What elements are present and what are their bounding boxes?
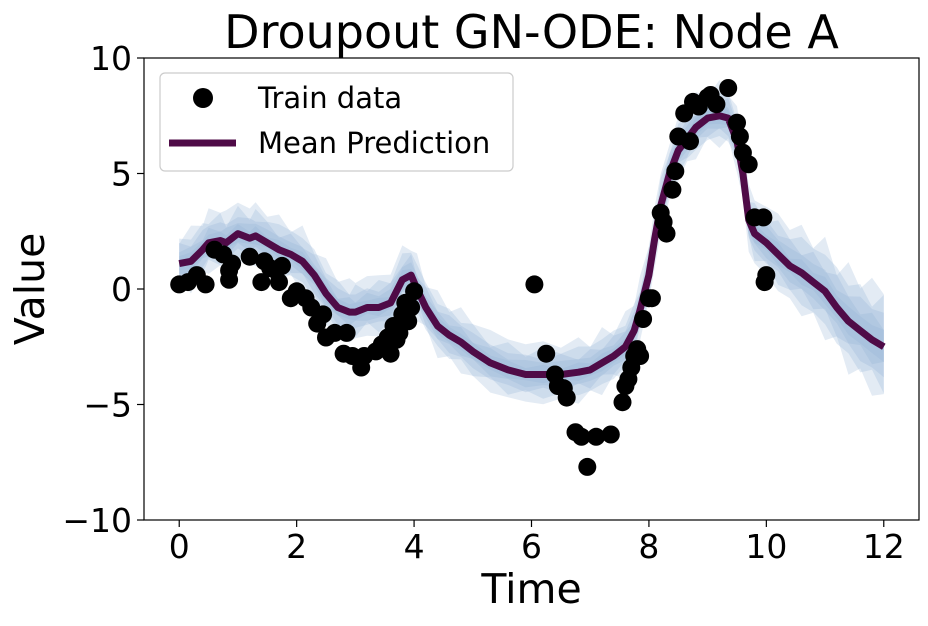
- train-data-point: [730, 127, 749, 146]
- y-axis-ticks: 10 5 0 −5 −10: [62, 39, 144, 540]
- train-data-point: [728, 113, 746, 132]
- train-data-point: [631, 347, 650, 365]
- train-data-point: [252, 273, 271, 292]
- train-data-point: [601, 425, 620, 444]
- y-tick-label: 0: [111, 270, 132, 309]
- x-tick-label: 8: [638, 527, 659, 566]
- uncertainty-band-3: [179, 101, 884, 388]
- train-data-point: [240, 247, 259, 266]
- train-data-point: [613, 393, 632, 412]
- uncertainty-band-2: [179, 97, 884, 394]
- train-data-point: [402, 298, 421, 317]
- x-axis-label: Time: [480, 565, 581, 613]
- train-data-point: [663, 180, 682, 199]
- x-tick-label: 0: [169, 527, 190, 566]
- train-data-point: [273, 256, 291, 275]
- train-data-point: [757, 266, 776, 285]
- train-data-point: [666, 162, 685, 181]
- train-data-point: [196, 275, 215, 294]
- train-data-point: [314, 305, 333, 324]
- legend-label-train-data: Train data: [257, 81, 402, 115]
- train-data-layer: [170, 79, 776, 476]
- train-data-point: [572, 427, 591, 446]
- legend-marker-train-data: [193, 88, 213, 108]
- train-data-point: [537, 344, 556, 363]
- train-data-point: [270, 273, 288, 292]
- train-data-point: [557, 388, 576, 407]
- legend: Train data Mean Prediction: [159, 72, 514, 172]
- train-data-point: [681, 132, 699, 151]
- x-tick-label: 6: [521, 527, 542, 566]
- train-data-point: [719, 79, 738, 97]
- chart-title: Droupout GN-ODE: Node A: [224, 5, 839, 59]
- train-data-point: [642, 289, 661, 308]
- train-data-point: [634, 310, 653, 328]
- y-axis-label: Value: [6, 233, 54, 346]
- y-tick-label: −5: [83, 386, 132, 425]
- train-data-point: [739, 155, 758, 174]
- train-data-point: [525, 275, 544, 294]
- train-data-point: [399, 312, 418, 331]
- train-data-point: [754, 208, 773, 227]
- train-data-point: [381, 344, 400, 363]
- x-tick-label: 2: [286, 527, 307, 566]
- train-data-point: [337, 323, 356, 342]
- train-data-point: [578, 457, 597, 476]
- train-data-point: [587, 427, 606, 446]
- x-tick-label: 4: [404, 527, 425, 566]
- x-tick-label: 10: [745, 527, 787, 566]
- train-data-point: [707, 95, 726, 114]
- x-axis-ticks: 0 2 4 6 8 10 12: [169, 520, 905, 566]
- uncertainty-band-0: [179, 80, 884, 405]
- legend-label-mean-prediction: Mean Prediction: [258, 126, 490, 160]
- y-tick-label: −10: [62, 501, 132, 540]
- y-tick-label: 5: [111, 155, 132, 194]
- train-data-point: [405, 282, 424, 301]
- y-tick-label: 10: [90, 39, 132, 78]
- train-data-point: [657, 224, 676, 243]
- legend-box: [159, 72, 514, 172]
- uncertainty-band-1: [179, 91, 884, 399]
- train-data-point: [223, 254, 242, 273]
- x-tick-label: 12: [863, 527, 905, 566]
